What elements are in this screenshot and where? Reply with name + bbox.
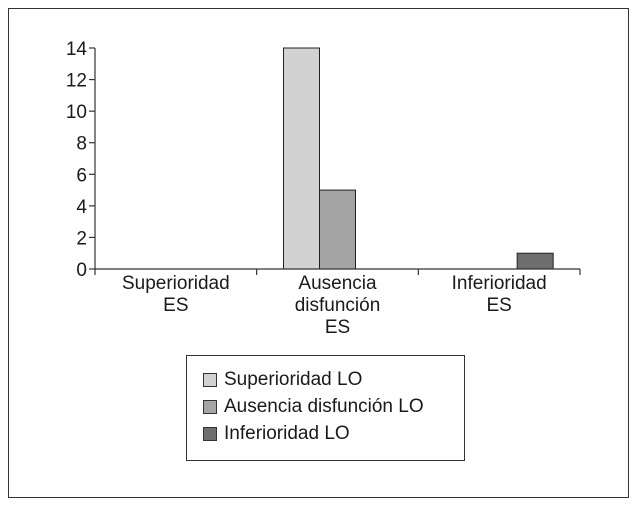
y-tick-label: 10 (66, 102, 87, 123)
y-tick-label: 4 (76, 197, 87, 218)
legend-swatch-ausencia (203, 399, 217, 414)
y-tick-label: 12 (66, 71, 87, 92)
x-category-label: Ausencia disfunción ES (294, 273, 381, 338)
legend-item-ausencia: Ausencia disfunción LO (203, 393, 464, 420)
legend-label-superioridad: Superioridad LO (224, 368, 363, 390)
legend-swatch-inferioridad (203, 426, 217, 441)
legend-label-ausencia: Ausencia disfunción LO (224, 395, 424, 417)
bar-1-2 (283, 47, 320, 270)
y-tick-label: 8 (76, 134, 87, 155)
legend-swatch-superioridad (203, 372, 217, 387)
legend-item-superioridad: Superioridad LO (203, 366, 464, 393)
x-category-label: Superioridad ES (121, 273, 230, 316)
y-axis: 0 2 4 6 8 10 12 14 (66, 39, 96, 281)
x-category-label: Inferioridad ES (451, 273, 547, 316)
y-tick-label: 0 (76, 260, 87, 281)
x-axis (94, 268, 581, 275)
legend-item-inferioridad: Inferioridad LO (203, 420, 464, 447)
y-tick-label: 6 (76, 165, 87, 186)
y-tick-label: 2 (76, 228, 87, 249)
legend: Superioridad LO Ausencia disfunción LO I… (186, 355, 465, 461)
legend-label-inferioridad: Inferioridad LO (224, 422, 350, 444)
bar-2-2 (319, 189, 356, 270)
chart-frame (8, 8, 629, 498)
y-tick-label: 14 (66, 39, 88, 60)
bars (283, 47, 554, 270)
bar-3-3 (516, 252, 554, 270)
